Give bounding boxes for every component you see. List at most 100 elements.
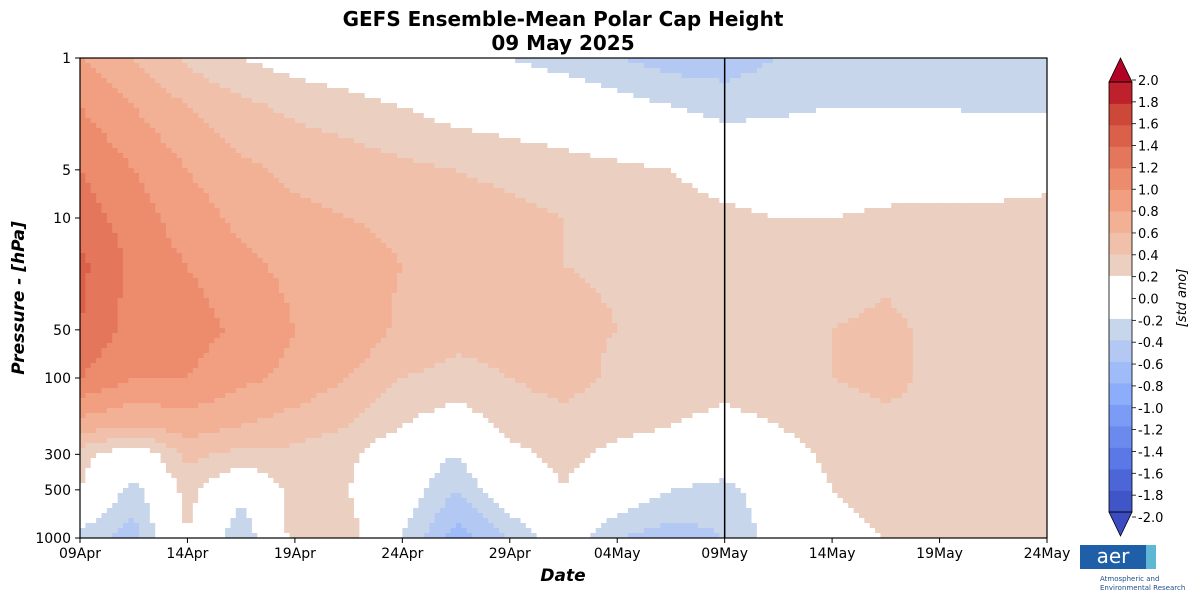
heatmap-cell bbox=[837, 138, 844, 144]
heatmap-cell bbox=[885, 138, 892, 144]
heatmap-cell bbox=[982, 188, 989, 194]
heatmap-cell bbox=[262, 143, 269, 149]
heatmap-cell bbox=[783, 68, 790, 74]
heatmap-cell bbox=[815, 158, 822, 164]
heatmap-cell bbox=[112, 183, 119, 189]
heatmap-cell bbox=[139, 123, 146, 129]
heatmap-cell bbox=[660, 58, 667, 64]
heatmap-cell bbox=[864, 148, 871, 154]
heatmap-cell bbox=[90, 63, 97, 69]
heatmap-cell bbox=[128, 58, 135, 64]
heatmap-cell bbox=[515, 113, 522, 119]
heatmap-cell bbox=[106, 168, 113, 174]
heatmap-cell bbox=[1004, 143, 1010, 149]
heatmap-cell bbox=[590, 168, 597, 174]
heatmap-cell bbox=[552, 98, 559, 104]
heatmap-cell bbox=[918, 178, 925, 184]
heatmap-cell bbox=[112, 78, 119, 84]
heatmap-cell bbox=[703, 93, 710, 99]
heatmap-cell bbox=[332, 78, 339, 84]
heatmap-cell bbox=[638, 68, 645, 74]
heatmap-cell bbox=[434, 193, 441, 199]
heatmap-cell bbox=[880, 183, 887, 189]
heatmap-cell bbox=[117, 153, 124, 159]
heatmap-cell bbox=[601, 58, 608, 64]
heatmap-cell bbox=[955, 118, 962, 124]
heatmap-cell bbox=[106, 193, 113, 199]
heatmap-cell bbox=[713, 153, 720, 159]
heatmap-cell bbox=[611, 113, 618, 119]
heatmap-cell bbox=[90, 103, 97, 109]
heatmap-cell bbox=[128, 168, 135, 174]
heatmap-cell bbox=[746, 93, 753, 99]
heatmap-cell bbox=[187, 63, 194, 69]
heatmap-cell bbox=[101, 108, 108, 114]
heatmap-cell bbox=[359, 138, 366, 144]
heatmap-cell bbox=[182, 128, 189, 134]
heatmap-cell bbox=[547, 163, 554, 169]
heatmap-cell bbox=[327, 58, 334, 64]
heatmap-cell bbox=[622, 193, 629, 199]
heatmap-cell bbox=[681, 108, 688, 114]
heatmap-cell bbox=[934, 143, 941, 149]
heatmap-cell bbox=[348, 173, 355, 179]
heatmap-cell bbox=[488, 83, 495, 89]
heatmap-cell bbox=[756, 68, 763, 74]
heatmap-cell bbox=[300, 93, 307, 99]
heatmap-cell bbox=[649, 178, 656, 184]
heatmap-cell bbox=[359, 63, 366, 69]
heatmap-cell bbox=[262, 138, 269, 144]
heatmap-cell bbox=[869, 148, 876, 154]
heatmap-cell bbox=[794, 113, 801, 119]
heatmap-cell bbox=[332, 118, 339, 124]
heatmap-cell bbox=[488, 128, 495, 134]
heatmap-cell bbox=[735, 128, 742, 134]
heatmap-cell bbox=[370, 188, 377, 194]
heatmap-cell bbox=[225, 158, 232, 164]
heatmap-cell bbox=[241, 88, 248, 94]
heatmap-cell bbox=[633, 123, 640, 129]
heatmap-cell bbox=[413, 183, 420, 189]
heatmap-cell bbox=[896, 98, 903, 104]
heatmap-cell bbox=[826, 153, 833, 159]
heatmap-cell bbox=[225, 143, 232, 149]
heatmap-cell bbox=[928, 63, 935, 69]
heatmap-cell bbox=[122, 103, 129, 109]
heatmap-cell bbox=[112, 98, 119, 104]
heatmap-cell bbox=[332, 153, 339, 159]
heatmap-cell bbox=[208, 163, 215, 169]
heatmap-cell bbox=[176, 128, 183, 134]
heatmap-cell bbox=[262, 93, 269, 99]
heatmap-cell bbox=[934, 128, 941, 134]
heatmap-cell bbox=[1004, 133, 1010, 139]
heatmap-cell bbox=[112, 93, 119, 99]
heatmap-cell bbox=[144, 88, 151, 94]
heatmap-cell bbox=[853, 188, 860, 194]
heatmap-cell bbox=[337, 148, 344, 154]
heatmap-cell bbox=[182, 143, 189, 149]
heatmap-cell bbox=[987, 88, 994, 94]
heatmap-cell bbox=[396, 168, 403, 174]
heatmap-cell bbox=[837, 158, 844, 164]
heatmap-cell bbox=[219, 193, 226, 199]
heatmap-cell bbox=[321, 133, 328, 139]
heatmap-cell bbox=[461, 73, 468, 79]
heatmap-cell bbox=[429, 88, 436, 94]
heatmap-cell bbox=[939, 178, 946, 184]
heatmap-cell bbox=[273, 158, 280, 164]
heatmap-cell bbox=[337, 103, 344, 109]
heatmap-cell bbox=[918, 88, 925, 94]
heatmap-cell bbox=[359, 158, 366, 164]
heatmap-cell bbox=[660, 133, 667, 139]
heatmap-cell bbox=[359, 143, 366, 149]
heatmap-cell bbox=[993, 103, 1000, 109]
heatmap-cell bbox=[198, 103, 205, 109]
heatmap-cell bbox=[208, 88, 215, 94]
heatmap-cell bbox=[611, 103, 618, 109]
heatmap-cell bbox=[568, 168, 575, 174]
heatmap-cell bbox=[966, 173, 973, 179]
heatmap-cell bbox=[343, 63, 350, 69]
heatmap-cell bbox=[713, 108, 720, 114]
heatmap-cell bbox=[278, 68, 285, 74]
heatmap-cell bbox=[939, 138, 946, 144]
